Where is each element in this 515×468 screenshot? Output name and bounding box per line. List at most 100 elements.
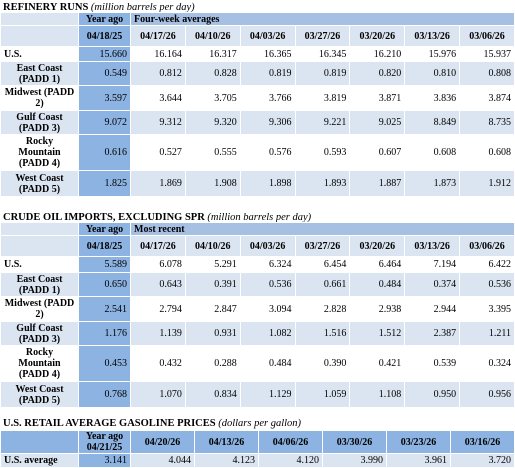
date-header: 03/23/26 — [386, 430, 451, 454]
date-header: 04/10/26 — [184, 25, 241, 47]
value-cell: 0.421 — [349, 345, 406, 382]
value-cell: 1.825 — [78, 170, 131, 197]
value-cell: 9.025 — [349, 110, 406, 135]
header-row: Year ago Most recent — [0, 222, 515, 236]
date-header: 03/06/26 — [459, 25, 515, 47]
value-cell: 3.990 — [322, 453, 387, 468]
data-row: West Coast (PADD 5) 0.768 1.070 0.834 1.129 1… — [0, 381, 515, 408]
data-row: U.S. 5.589 6.078 5.291 6.324 6.454 6.464 7.194 6… — [0, 256, 515, 273]
data-row: U.S. average 3.141 4.044 4.123 4.120 3.990 3.9… — [0, 453, 515, 468]
value-cell: 0.391 — [184, 272, 241, 297]
data-table: Year ago Four-week averages 04/18/25 04/17/… — [0, 12, 515, 197]
unit: (dollars per gallon) — [218, 418, 302, 429]
data-row: Gulf Coast (PADD 3) 1.176 1.139 0.931 1.082 1… — [0, 321, 515, 346]
value-cell: 0.819 — [239, 61, 296, 86]
row-label: Gulf Coast (PADD 3) — [0, 321, 79, 346]
date-header: 03/20/26 — [349, 25, 406, 47]
value-cell: 0.616 — [78, 134, 131, 171]
date-header: 04/03/26 — [239, 25, 296, 47]
row-label: Gulf Coast (PADD 3) — [0, 110, 79, 135]
value-cell: 16.345 — [294, 46, 351, 62]
year-ago-header: Year ago — [78, 12, 131, 26]
date-header: 03/20/26 — [349, 235, 406, 257]
value-cell: 0.576 — [239, 134, 296, 171]
year-ago-header: Year ago — [78, 222, 131, 236]
value-cell: 0.432 — [130, 345, 186, 382]
value-cell: 2.794 — [130, 296, 186, 322]
date-header: 03/30/26 — [322, 430, 387, 454]
value-cell: 6.422 — [459, 256, 515, 273]
value-cell: 1.070 — [130, 381, 186, 408]
value-cell: 0.768 — [78, 381, 131, 408]
value-cell: 0.650 — [78, 272, 131, 297]
date-header: 04/17/26 — [130, 25, 186, 47]
value-cell: 0.828 — [184, 61, 241, 86]
value-cell: 0.810 — [404, 61, 461, 86]
data-row: Midwest (PADD 2) 2.541 2.794 2.847 3.094 2.82… — [0, 296, 515, 322]
value-cell: 0.324 — [459, 345, 515, 382]
data-row: East Coast (PADD 1) 0.549 0.812 0.828 0.819 0… — [0, 61, 515, 86]
value-cell: 0.931 — [184, 321, 241, 346]
value-cell: 1.887 — [349, 170, 406, 197]
year-ago-label: Year ago — [85, 431, 124, 443]
value-cell: 9.306 — [239, 110, 296, 135]
value-cell: 8.849 — [404, 110, 461, 135]
value-cell: 1.912 — [459, 170, 515, 197]
section-title: CRUDE OIL IMPORTS, EXCLUDING SPR (millio… — [3, 212, 311, 223]
value-cell: 1.893 — [294, 170, 351, 197]
date-header: 04/17/26 — [130, 235, 186, 257]
data-row: Midwest (PADD 2) 3.597 3.644 3.705 3.766 3.81… — [0, 85, 515, 111]
value-cell: 0.608 — [404, 134, 461, 171]
value-cell: 0.950 — [404, 381, 461, 408]
value-cell: 3.705 — [184, 85, 241, 111]
value-cell: 0.555 — [184, 134, 241, 171]
value-cell: 1.512 — [349, 321, 406, 346]
unit: (million barrels per day) — [90, 2, 195, 13]
value-cell: 1.869 — [130, 170, 186, 197]
value-cell: 3.644 — [130, 85, 186, 111]
value-cell: 7.194 — [404, 256, 461, 273]
value-cell: 1.211 — [459, 321, 515, 346]
value-cell: 4.044 — [130, 453, 195, 468]
date-row: 04/18/25 04/17/26 04/10/26 04/03/26 03/27/26… — [0, 235, 515, 257]
value-cell: 5.589 — [78, 256, 131, 273]
value-cell: 9.221 — [294, 110, 351, 135]
value-cell: 15.937 — [459, 46, 515, 62]
date-row: 04/18/25 04/17/26 04/10/26 04/03/26 03/27/26… — [0, 25, 515, 47]
date-header: 03/13/26 — [404, 235, 461, 257]
row-label: Rocky Mountain (PADD 4) — [0, 345, 79, 382]
header-cell — [0, 25, 79, 47]
header-row: Year ago 04/21/25 04/20/26 04/13/26 04/06/26… — [0, 430, 515, 454]
value-cell: 1.873 — [404, 170, 461, 197]
value-cell: 0.820 — [349, 61, 406, 86]
value-cell: 1.908 — [184, 170, 241, 197]
date-header: 04/18/25 — [78, 235, 131, 257]
value-cell: 1.129 — [239, 381, 296, 408]
data-row: East Coast (PADD 1) 0.650 0.643 0.391 0.536 0… — [0, 272, 515, 297]
header-cell — [0, 235, 79, 257]
value-cell: 3.395 — [459, 296, 515, 322]
value-cell: 0.834 — [184, 381, 241, 408]
section-title: REFINERY RUNS (million barrels per day) — [3, 2, 195, 13]
value-cell: 4.123 — [194, 453, 259, 468]
row-label: U.S. — [0, 256, 79, 273]
header-cell — [0, 430, 79, 454]
data-row: U.S. 15.660 16.164 16.317 16.365 16.345 16.210… — [0, 46, 515, 62]
value-cell: 0.549 — [78, 61, 131, 86]
value-cell: 6.464 — [349, 256, 406, 273]
header-row: Year ago Four-week averages — [0, 12, 515, 26]
value-cell: 0.536 — [459, 272, 515, 297]
value-cell: 1.059 — [294, 381, 351, 408]
row-label: U.S. average — [0, 453, 79, 468]
data-table: Year ago Most recent 04/18/25 04/17/26 04/10… — [0, 222, 515, 408]
value-cell: 0.607 — [349, 134, 406, 171]
value-cell: 3.819 — [294, 85, 351, 111]
row-label: East Coast (PADD 1) — [0, 272, 79, 297]
year-ago-header: Year ago 04/21/25 — [78, 430, 131, 454]
value-cell: 0.661 — [294, 272, 351, 297]
date-header: 04/03/26 — [239, 235, 296, 257]
group-header: Four-week averages — [130, 12, 515, 26]
value-cell: 3.720 — [450, 453, 515, 468]
value-cell: 9.320 — [184, 110, 241, 135]
